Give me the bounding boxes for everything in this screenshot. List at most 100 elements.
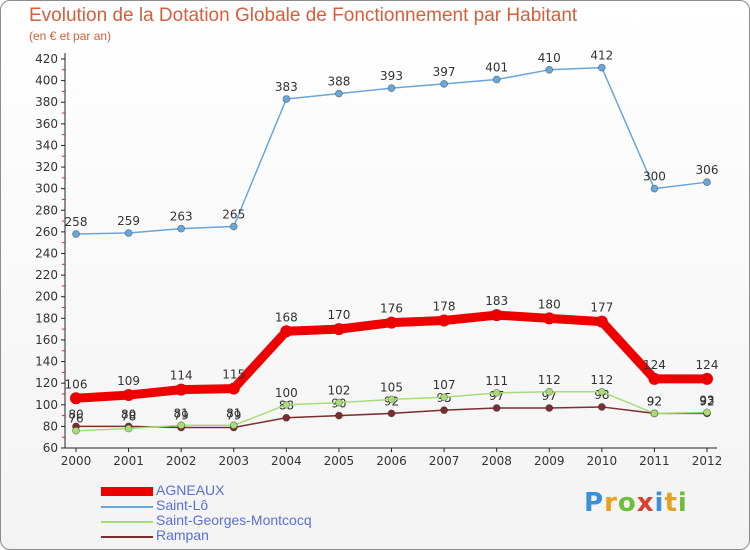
data-point-saint-georges-montcocq xyxy=(335,398,343,407)
y-tick-label: 320 xyxy=(35,160,58,174)
data-point-agneaux xyxy=(122,389,135,402)
data-point-saint-lo xyxy=(545,65,554,74)
data-point-saint-georges-montcocq xyxy=(177,421,186,430)
data-label-saint-georges-montcocq: 93 xyxy=(699,393,714,407)
legend-swatch xyxy=(101,521,153,523)
data-point-agneaux xyxy=(648,372,661,385)
data-label-saint-georges-montcocq: 78 xyxy=(121,410,136,424)
data-label-saint-lo: 258 xyxy=(65,215,88,229)
data-label-rampan: 92 xyxy=(699,394,714,408)
data-point-saint-georges-montcocq xyxy=(282,400,291,409)
data-point-rampan xyxy=(492,404,501,412)
y-tick-label: 360 xyxy=(35,117,58,131)
data-point-saint-georges-montcocq xyxy=(124,424,133,433)
data-label-saint-georges-montcocq: 76 xyxy=(68,412,83,426)
data-label-saint-georges-montcocq: 112 xyxy=(590,373,613,387)
x-tick-label: 2006 xyxy=(376,454,407,468)
data-point-agneaux xyxy=(70,392,82,405)
y-tick-label: 340 xyxy=(35,138,58,152)
data-point-saint-georges-montcocq xyxy=(597,387,606,396)
y-tick-label: 200 xyxy=(35,290,58,304)
data-point-saint-georges-montcocq xyxy=(387,395,396,404)
x-tick-label: 2003 xyxy=(218,454,249,468)
data-label-agneaux: 178 xyxy=(433,299,456,313)
data-label-saint-lo: 265 xyxy=(222,207,245,221)
data-point-agneaux xyxy=(175,383,188,396)
legend-label: Saint-Lô xyxy=(156,497,209,513)
data-point-rampan xyxy=(545,404,554,412)
data-point-saint-lo xyxy=(72,230,80,238)
data-point-rampan xyxy=(440,406,448,415)
data-point-saint-lo xyxy=(440,79,448,88)
data-point-saint-lo xyxy=(177,224,186,233)
data-point-saint-georges-montcocq xyxy=(650,409,659,418)
logo-letter: o xyxy=(617,488,637,518)
data-point-saint-georges-montcocq xyxy=(440,393,448,402)
data-point-saint-lo xyxy=(597,63,606,72)
data-label-agneaux: 168 xyxy=(275,310,298,324)
data-label-agneaux: 183 xyxy=(485,294,508,308)
data-label-agneaux: 124 xyxy=(643,358,666,372)
y-tick-label: 160 xyxy=(35,333,58,347)
data-point-saint-lo xyxy=(703,178,711,187)
y-tick-label: 300 xyxy=(35,182,58,196)
data-label-saint-lo: 300 xyxy=(643,170,666,184)
data-label-saint-lo: 393 xyxy=(380,69,403,83)
data-label-saint-georges-montcocq: 100 xyxy=(275,386,298,400)
data-label-agneaux: 180 xyxy=(538,297,561,311)
data-label-saint-georges-montcocq: 111 xyxy=(485,374,508,388)
data-label-saint-lo: 383 xyxy=(275,80,298,94)
data-point-rampan xyxy=(335,411,343,420)
logo-letter: P xyxy=(584,488,605,518)
data-point-saint-lo xyxy=(282,95,291,103)
data-label-agneaux: 124 xyxy=(696,358,719,372)
data-point-rampan xyxy=(282,413,291,422)
data-point-saint-lo xyxy=(650,184,659,193)
x-tick-label: 2009 xyxy=(534,454,565,468)
y-tick-label: 100 xyxy=(35,398,58,412)
data-label-saint-lo: 397 xyxy=(433,65,456,79)
data-label-saint-lo: 259 xyxy=(117,214,140,228)
y-tick-label: 180 xyxy=(35,311,58,325)
y-tick-label: 240 xyxy=(35,247,58,261)
x-tick-label: 2008 xyxy=(481,454,512,468)
x-tick-label: 2001 xyxy=(113,454,144,468)
x-tick-label: 2004 xyxy=(271,454,302,468)
legend-swatch xyxy=(101,536,153,538)
data-label-saint-georges-montcocq: 112 xyxy=(538,373,561,387)
y-tick-label: 380 xyxy=(35,95,58,109)
data-label-agneaux: 115 xyxy=(222,368,245,382)
data-label-rampan: 92 xyxy=(647,394,662,408)
data-point-saint-georges-montcocq xyxy=(72,426,80,435)
data-point-agneaux xyxy=(227,382,240,395)
data-label-agneaux: 109 xyxy=(117,374,140,388)
y-tick-label: 80 xyxy=(43,419,58,433)
legend-label: AGNEAUX xyxy=(156,482,225,498)
logo-letter: i xyxy=(654,488,665,518)
logo-letter: t xyxy=(664,488,678,518)
chart-subtitle: (en € et par an) xyxy=(29,29,112,43)
data-label-saint-lo: 412 xyxy=(590,49,613,63)
data-point-saint-lo xyxy=(124,229,133,237)
y-tick-label: 220 xyxy=(35,268,58,282)
data-point-agneaux xyxy=(280,325,293,338)
data-label-agneaux: 176 xyxy=(380,302,403,316)
data-label-saint-lo: 388 xyxy=(327,75,350,89)
proxiti-logo: Proxiti xyxy=(584,488,688,518)
data-point-saint-lo xyxy=(229,222,238,231)
logo-letter: x xyxy=(636,488,655,518)
data-label-saint-lo: 306 xyxy=(696,163,719,177)
data-point-saint-lo xyxy=(387,84,396,93)
data-point-agneaux xyxy=(595,315,608,328)
logo-letter: r xyxy=(604,488,618,518)
data-label-saint-georges-montcocq: 102 xyxy=(327,384,350,398)
data-label-rampan: 79 xyxy=(226,408,241,422)
data-point-agneaux xyxy=(438,314,451,327)
data-point-saint-georges-montcocq xyxy=(229,421,238,430)
x-tick-label: 2007 xyxy=(429,454,460,468)
y-tick-label: 260 xyxy=(35,225,58,239)
data-label-agneaux: 106 xyxy=(65,377,88,391)
data-label-rampan: 80 xyxy=(68,407,83,421)
